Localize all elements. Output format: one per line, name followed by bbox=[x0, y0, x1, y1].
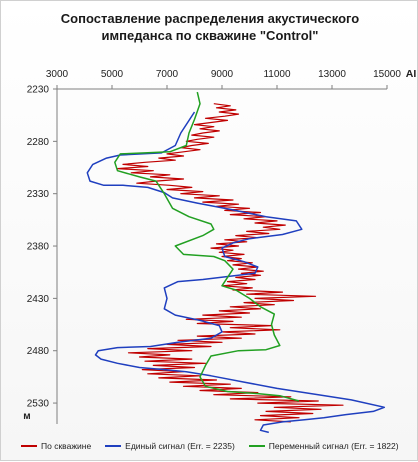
y-tick-label: 2280 bbox=[27, 137, 50, 148]
y-tick-label: 2430 bbox=[27, 294, 50, 305]
legend-item: Переменный сигнал (Err. = 1822) bbox=[249, 441, 399, 451]
x-axis-label: AI bbox=[406, 68, 417, 80]
x-tick-label: 5000 bbox=[101, 69, 124, 80]
y-tick-label: 2380 bbox=[27, 242, 50, 253]
series-well-line bbox=[118, 104, 344, 422]
y-tick-label: 2530 bbox=[27, 399, 50, 410]
legend-item: По скважине bbox=[21, 441, 91, 451]
y-axis-label: м bbox=[23, 411, 30, 422]
legend-item: Единый сигнал (Err. = 2235) bbox=[105, 441, 235, 451]
y-tick-label: 2480 bbox=[27, 346, 50, 357]
chart-legend: По скважине Единый сигнал (Err. = 2235) Пе… bbox=[21, 441, 411, 451]
legend-label: По скважине bbox=[41, 441, 91, 451]
x-tick-label: 15000 bbox=[373, 69, 401, 80]
y-tick-label: 2230 bbox=[27, 85, 50, 96]
x-tick-label: 13000 bbox=[318, 69, 346, 80]
legend-swatch bbox=[105, 445, 121, 447]
x-tick-label: 3000 bbox=[46, 69, 69, 80]
y-tick-label: 2330 bbox=[27, 189, 50, 200]
legend-label: Единый сигнал (Err. = 2235) bbox=[125, 441, 235, 451]
legend-swatch bbox=[21, 445, 37, 447]
series-single-signal-line bbox=[87, 112, 384, 432]
x-tick-label: 11000 bbox=[263, 69, 291, 80]
x-tick-label: 9000 bbox=[211, 69, 234, 80]
legend-label: Переменный сигнал (Err. = 1822) bbox=[269, 441, 399, 451]
legend-swatch bbox=[249, 445, 265, 447]
x-tick-label: 7000 bbox=[156, 69, 179, 80]
